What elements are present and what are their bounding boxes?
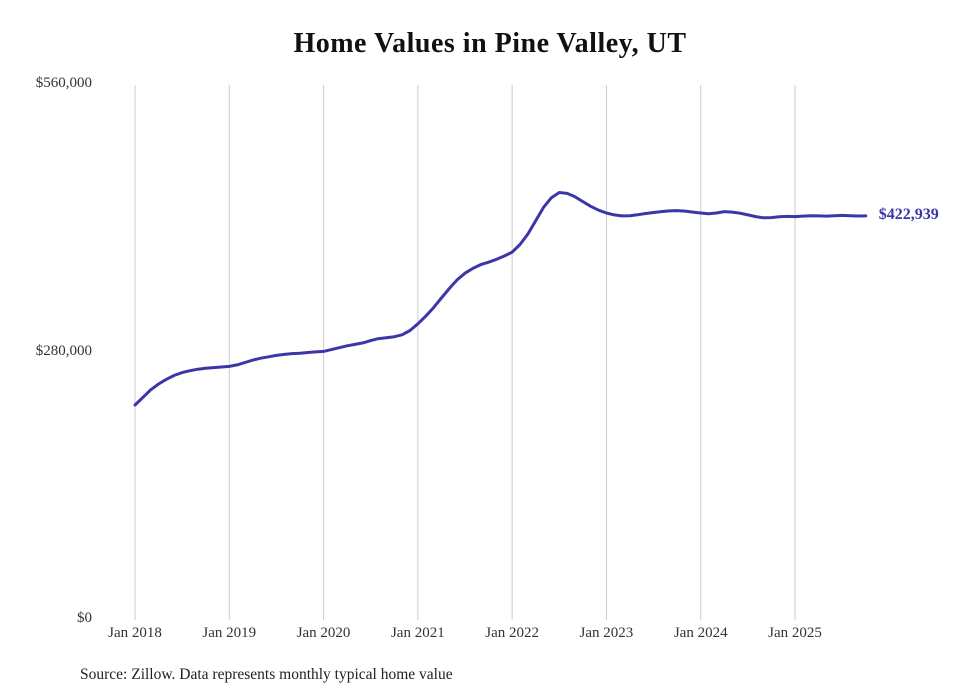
y-tick-label: $0 bbox=[77, 610, 92, 626]
source-note: Source: Zillow. Data represents monthly … bbox=[80, 666, 453, 683]
home-value-series-line bbox=[133, 191, 868, 407]
x-tick-label: Jan 2021 bbox=[390, 625, 445, 641]
x-tick-label: Jan 2024 bbox=[673, 625, 728, 641]
x-tick-label: Jan 2018 bbox=[108, 625, 162, 641]
x-tick-label: Jan 2020 bbox=[296, 625, 351, 641]
x-tick-label: Jan 2019 bbox=[202, 625, 257, 641]
x-tick-label: Jan 2025 bbox=[768, 625, 822, 641]
x-tick-label: Jan 2023 bbox=[579, 625, 634, 641]
chart-title: Home Values in Pine Valley, UT bbox=[293, 28, 687, 59]
final-value-label: $422,939 bbox=[878, 205, 939, 223]
y-tick-label: $560,000 bbox=[35, 75, 92, 91]
x-tick-label: Jan 2022 bbox=[485, 625, 540, 641]
y-tick-label: $280,000 bbox=[35, 342, 92, 359]
